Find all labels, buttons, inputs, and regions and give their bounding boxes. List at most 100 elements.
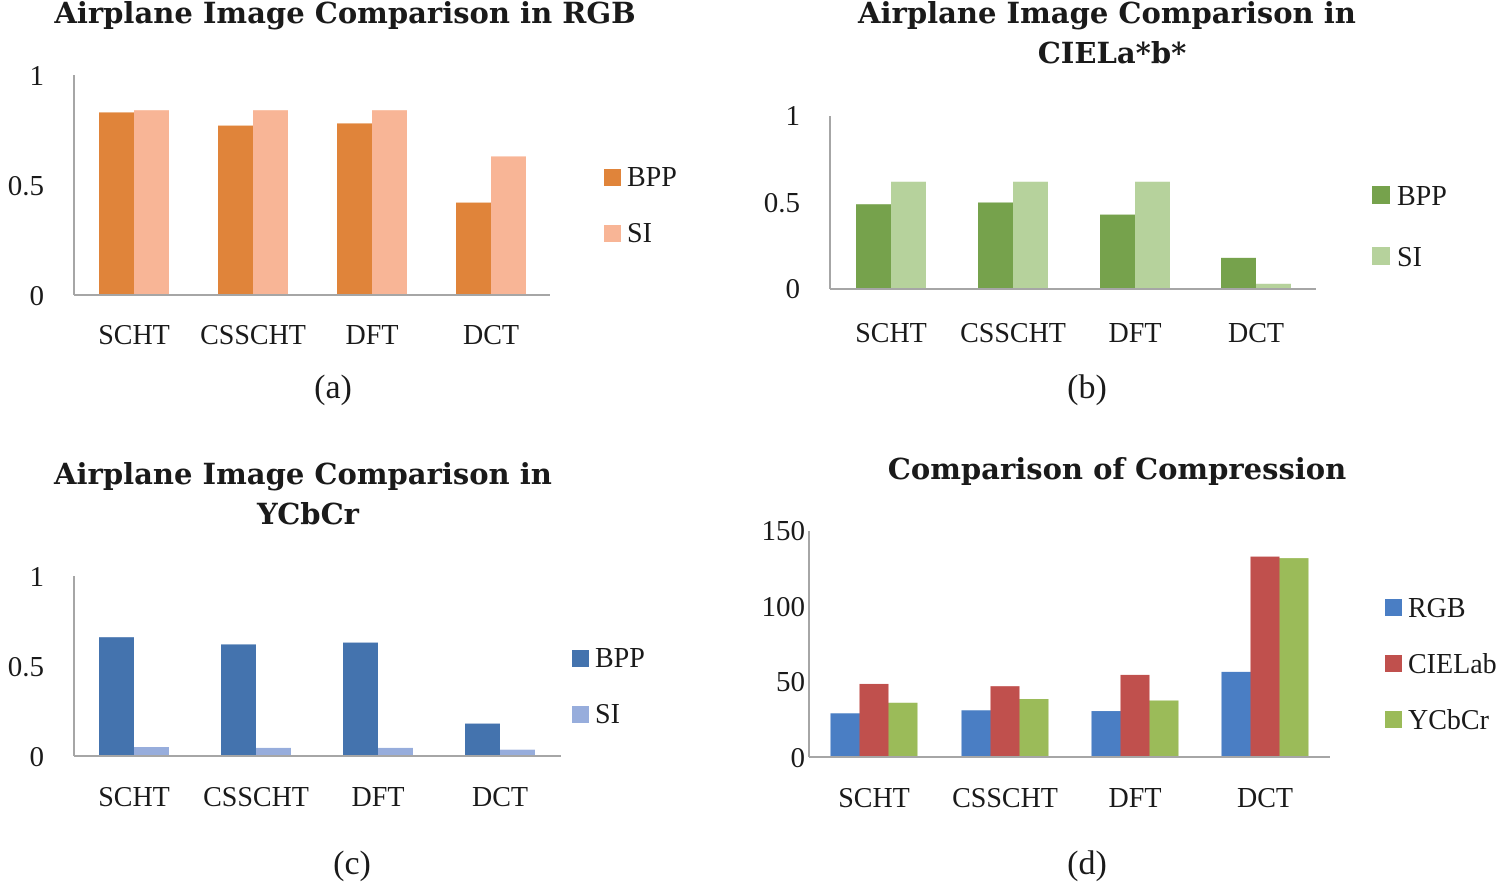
bar-si-scht xyxy=(134,110,169,295)
x-tick-label: SCHT xyxy=(98,782,170,813)
x-tick-label: CSSCHT xyxy=(952,783,1058,814)
chart-panel-a: Airplane Image Comparison in RGB 1 0.5 0… xyxy=(8,0,677,406)
bar-bpp-csscht xyxy=(218,125,253,295)
legend-swatch-ycbcr xyxy=(1385,711,1402,728)
chart-title-line: CIELa*b* xyxy=(1038,36,1187,70)
legend: BPP SI xyxy=(1372,181,1447,273)
x-tick-label: SCHT xyxy=(838,783,910,814)
legend-label: SI xyxy=(627,218,652,249)
x-tick-label: CSSCHT xyxy=(960,318,1066,349)
y-tick-label: 100 xyxy=(762,591,806,623)
bar-si-csscht xyxy=(253,110,288,295)
bar-group xyxy=(99,110,526,296)
bar-rgb-scht xyxy=(830,713,860,757)
bar-si-dft xyxy=(372,110,407,295)
chart-title: Airplane Image Comparison in RGB xyxy=(53,0,635,30)
legend-label: RGB xyxy=(1408,593,1466,624)
x-tick-label: SCHT xyxy=(98,320,170,351)
x-tick-label: DFT xyxy=(346,320,399,351)
panel-caption: (b) xyxy=(1067,369,1107,406)
legend-label: BPP xyxy=(627,162,677,193)
x-tick-label: DFT xyxy=(352,782,405,813)
bar-cielab-scht xyxy=(859,683,889,757)
bar-group xyxy=(99,637,535,756)
bar-ycbcr-dft xyxy=(1149,700,1179,757)
x-tick-label: DCT xyxy=(1228,318,1284,349)
panel-caption: (c) xyxy=(333,845,371,882)
legend-label: CIELab xyxy=(1408,649,1497,680)
x-tick-label: DFT xyxy=(1109,318,1162,349)
bar-rgb-dct xyxy=(1221,671,1251,757)
y-tick-label: 0 xyxy=(791,742,806,774)
bar-ycbcr-dct xyxy=(1279,558,1309,757)
bar-bpp-dft xyxy=(1100,214,1135,289)
bar-si-scht xyxy=(134,747,169,756)
legend-swatch-si xyxy=(1372,247,1390,265)
legend-swatch-bpp xyxy=(572,650,589,667)
panel-caption: (d) xyxy=(1067,845,1107,882)
legend: BPP SI xyxy=(604,162,677,249)
panel-caption: (a) xyxy=(314,369,352,406)
bar-cielab-dct xyxy=(1250,556,1280,757)
legend-swatch-si xyxy=(604,225,621,242)
x-tick-label: CSSCHT xyxy=(200,320,306,351)
bar-si-csscht xyxy=(256,747,291,756)
bar-group xyxy=(856,181,1291,289)
bar-si-dft xyxy=(378,747,413,756)
chart-title: Airplane Image Comparison in CIELa*b* xyxy=(857,0,1366,70)
legend-label: SI xyxy=(595,699,620,730)
y-tick-label: 0 xyxy=(30,741,45,773)
x-tick-label: DCT xyxy=(463,320,519,351)
y-tick-label: 0.5 xyxy=(764,187,800,219)
chart-title-line: YCbCr xyxy=(256,497,360,531)
bar-si-dct xyxy=(500,749,535,756)
chart-title: Airplane Image Comparison in YCbCr xyxy=(53,457,562,531)
bar-bpp-dct xyxy=(1221,257,1256,289)
y-tick-label: 150 xyxy=(762,515,806,547)
bar-bpp-dft xyxy=(337,123,372,296)
chart-title-line: Airplane Image Comparison in xyxy=(857,0,1356,30)
bar-si-scht xyxy=(891,181,926,289)
bar-rgb-csscht xyxy=(961,710,991,757)
legend-swatch-si xyxy=(572,706,589,723)
chart-panel-b: Airplane Image Comparison in CIELa*b* 1 … xyxy=(764,0,1447,406)
chart-panel-d: Comparison of Compression 150 100 50 0 S… xyxy=(762,452,1497,882)
bar-si-dft xyxy=(1135,181,1170,289)
bar-bpp-dct xyxy=(456,202,491,295)
bar-bpp-scht xyxy=(99,637,134,756)
legend-label: BPP xyxy=(595,643,645,674)
chart-panel-c: Airplane Image Comparison in YCbCr 1 0.5… xyxy=(8,457,645,882)
legend: BPP SI xyxy=(572,643,645,730)
legend-label: BPP xyxy=(1397,181,1447,212)
bar-bpp-csscht xyxy=(221,644,256,756)
y-tick-label: 0.5 xyxy=(8,651,44,683)
x-tick-label: DCT xyxy=(1237,783,1293,814)
legend-swatch-rgb xyxy=(1385,599,1402,616)
bar-group xyxy=(830,556,1309,757)
legend-label: YCbCr xyxy=(1408,705,1490,736)
bar-si-dct xyxy=(1256,283,1291,289)
x-tick-label: DFT xyxy=(1109,783,1162,814)
legend-swatch-bpp xyxy=(1372,186,1390,204)
x-tick-label: CSSCHT xyxy=(203,782,309,813)
bar-rgb-dft xyxy=(1091,711,1121,757)
bar-bpp-csscht xyxy=(978,202,1013,289)
chart-title: Comparison of Compression xyxy=(888,452,1346,486)
y-tick-label: 1 xyxy=(30,561,45,593)
bar-ycbcr-scht xyxy=(888,702,918,757)
bar-cielab-csscht xyxy=(990,686,1020,757)
bar-ycbcr-csscht xyxy=(1019,698,1049,757)
chart-title-line: Airplane Image Comparison in xyxy=(53,457,552,491)
legend-label: SI xyxy=(1397,242,1422,273)
bar-bpp-scht xyxy=(99,112,134,296)
y-tick-label: 0.5 xyxy=(8,170,44,202)
y-tick-label: 0 xyxy=(30,280,45,312)
bar-cielab-dft xyxy=(1120,674,1150,757)
legend-swatch-bpp xyxy=(604,169,621,186)
bar-si-csscht xyxy=(1013,181,1048,289)
legend: RGB CIELab YCbCr xyxy=(1385,593,1497,736)
bar-bpp-dct xyxy=(465,723,500,756)
bar-bpp-scht xyxy=(856,204,891,289)
